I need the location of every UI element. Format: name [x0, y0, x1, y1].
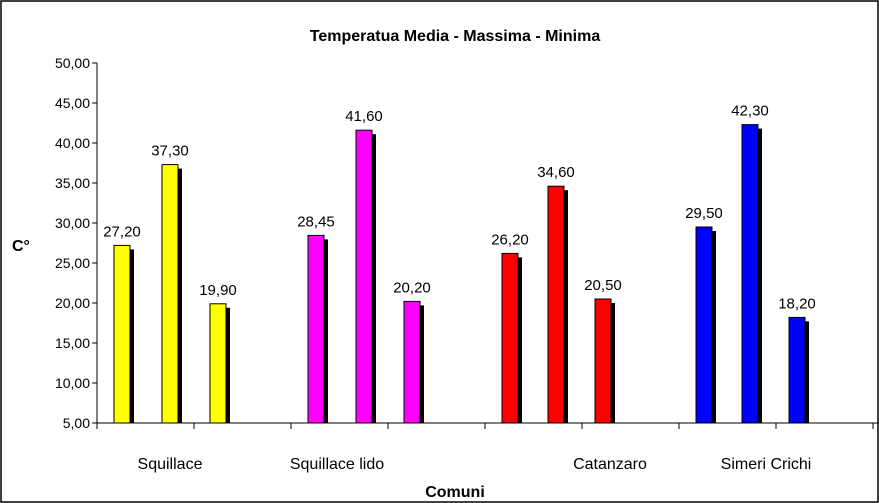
bar	[355, 129, 373, 424]
bar	[501, 252, 519, 424]
x-category-label: Catanzaro	[573, 456, 647, 473]
y-axis-title: C°	[12, 238, 30, 255]
data-label: 19,90	[199, 282, 237, 299]
y-tick-label: 15,00	[55, 335, 90, 351]
x-category-label: Squillace	[138, 456, 203, 473]
y-tick-label: 5,00	[63, 415, 90, 431]
bar	[741, 124, 759, 424]
y-tick-label: 20,00	[55, 295, 90, 311]
data-label: 34,60	[537, 164, 575, 181]
y-tick-label: 40,00	[55, 135, 90, 151]
data-label: 26,20	[491, 231, 529, 248]
data-label: 42,30	[731, 103, 769, 120]
bar	[113, 244, 131, 424]
y-tick-label: 30,00	[55, 215, 90, 231]
x-category-label: Simeri Crichi	[721, 456, 812, 473]
x-category-label: Squillace lido	[290, 456, 384, 473]
bar	[594, 298, 612, 424]
bar	[788, 316, 806, 424]
data-label: 28,45	[297, 213, 335, 230]
data-label: 18,20	[778, 295, 816, 312]
data-label: 37,30	[151, 143, 189, 160]
chart-title: Temperatua Media - Massima - Minima	[310, 28, 601, 45]
data-label: 41,60	[345, 108, 383, 125]
y-tick-label: 50,00	[55, 55, 90, 71]
data-label: 20,50	[584, 277, 622, 294]
bar	[209, 303, 227, 424]
x-axis-title: Comuni	[425, 484, 485, 501]
y-tick-label: 25,00	[55, 255, 90, 271]
bar	[547, 185, 565, 424]
bar	[695, 226, 713, 424]
data-label: 27,20	[103, 223, 141, 240]
y-tick-label: 10,00	[55, 375, 90, 391]
data-label: 29,50	[685, 205, 723, 222]
data-label: 20,20	[393, 279, 431, 296]
bar	[161, 164, 179, 424]
bar	[403, 300, 421, 424]
bar	[307, 234, 325, 424]
plot-area: 5,00 10,00 15,00 20,00 25,00 30,00 35,00 40,00 4…	[55, 55, 879, 473]
y-tick-label: 35,00	[55, 175, 90, 191]
y-tick-label: 45,00	[55, 95, 90, 111]
